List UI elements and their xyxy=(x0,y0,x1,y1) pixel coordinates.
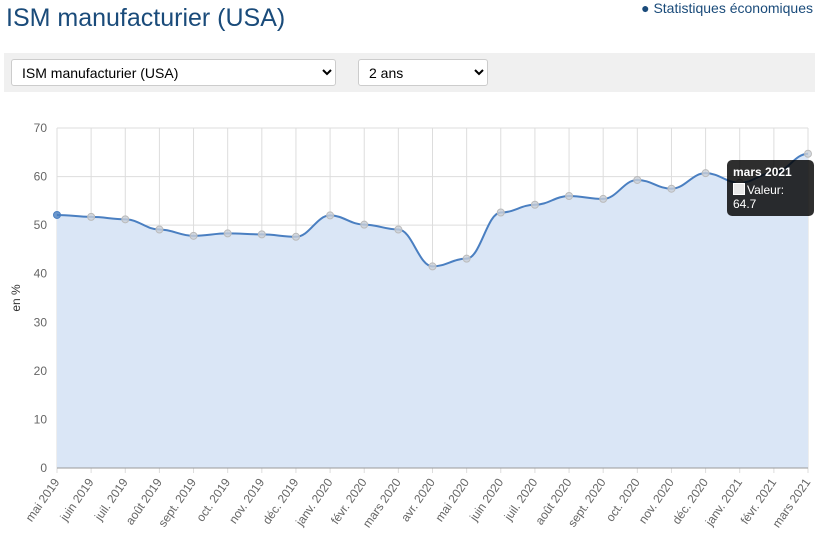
data-point xyxy=(394,225,403,234)
indicator-select[interactable]: ISM manufacturier (USA) xyxy=(11,59,336,86)
y-tick-label: 50 xyxy=(34,218,48,232)
x-tick-label: mai 2019 xyxy=(23,475,63,524)
data-point xyxy=(189,231,198,240)
data-point xyxy=(53,210,61,219)
data-point xyxy=(565,192,574,200)
data-point xyxy=(804,149,812,158)
data-point xyxy=(462,254,471,263)
y-tick-label: 10 xyxy=(34,412,48,426)
data-point xyxy=(257,230,266,239)
data-point xyxy=(530,200,539,209)
y-tick-label: 30 xyxy=(34,315,48,329)
chart-tooltip: mars 2021 Valeur: 64.7 xyxy=(727,160,814,216)
data-point xyxy=(223,229,232,238)
data-point xyxy=(599,194,608,203)
data-point xyxy=(428,262,437,271)
data-point xyxy=(496,208,505,217)
area-fill xyxy=(57,153,808,468)
period-select[interactable]: 2 ans xyxy=(358,59,488,86)
y-tick-label: 70 xyxy=(34,121,48,135)
economic-stats-link[interactable]: ● Statistiques économiques xyxy=(641,0,813,16)
data-point xyxy=(701,169,710,178)
series-swatch xyxy=(733,183,745,195)
circle-icon: ● xyxy=(641,0,654,16)
y-tick-label: 20 xyxy=(34,364,48,378)
y-tick-label: 0 xyxy=(40,461,47,475)
data-point xyxy=(155,225,164,234)
data-point xyxy=(360,220,369,229)
x-tick-label: juin 2020 xyxy=(466,475,506,524)
data-point xyxy=(121,215,130,224)
controls-bar: ISM manufacturier (USA) 2 ans xyxy=(4,53,815,92)
data-point xyxy=(291,232,300,241)
y-axis-label: en % xyxy=(9,284,23,312)
data-point xyxy=(326,211,335,220)
data-point xyxy=(667,184,676,193)
y-tick-label: 60 xyxy=(34,170,48,184)
y-tick-label: 40 xyxy=(34,267,48,281)
data-point xyxy=(633,175,642,184)
x-tick-label: mai 2020 xyxy=(432,475,472,524)
page-title: ISM manufacturier (USA) xyxy=(6,4,286,32)
x-tick-label: juin 2019 xyxy=(57,475,97,524)
data-point xyxy=(87,212,96,221)
